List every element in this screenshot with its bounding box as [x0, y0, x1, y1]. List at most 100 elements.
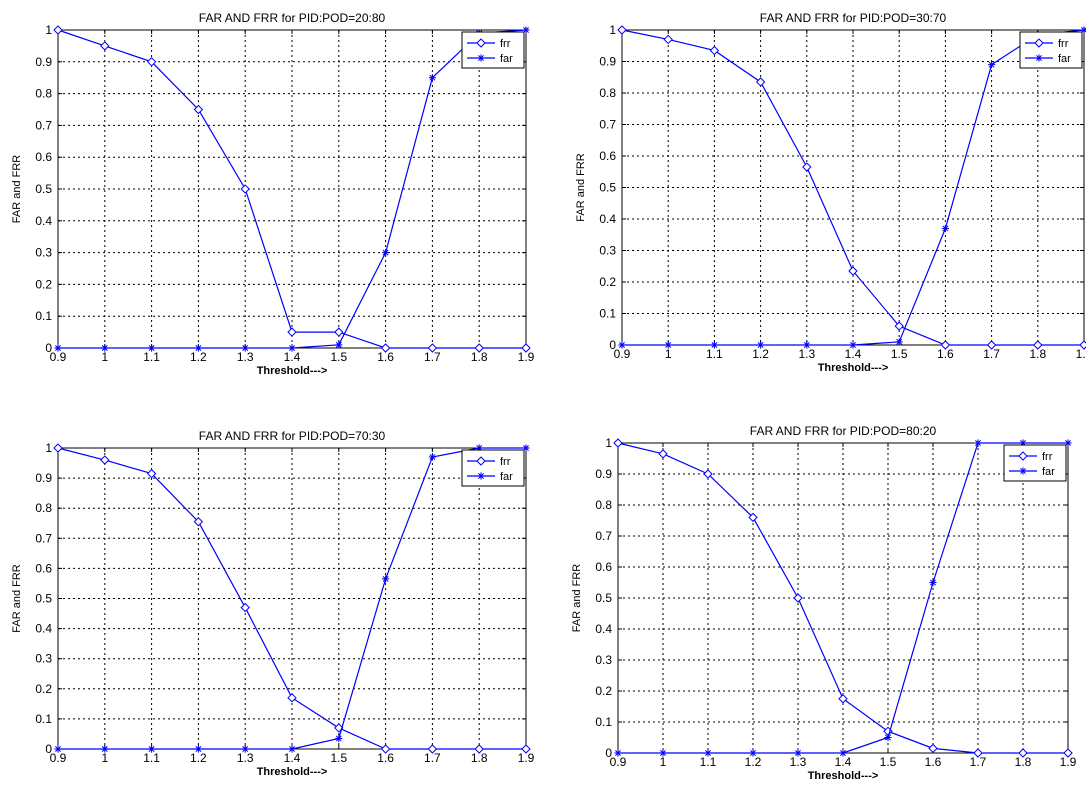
legend-marker-far: [1035, 54, 1043, 62]
grid: [58, 30, 526, 348]
legend-box: [461, 31, 525, 69]
y-tick-label: 0.7: [599, 118, 616, 132]
y-tick-label: 0.3: [595, 653, 612, 667]
y-tick-label: 1: [45, 23, 52, 37]
x-tick-labels: 0.9 1 1.1 1.2 1.3 1.4 1.5 1.6 1.7 1.8 1.9: [614, 30, 1086, 361]
y-tick-label: 0: [605, 746, 612, 760]
x-tick-label: 1.3: [790, 755, 807, 769]
series-frr: [53, 443, 531, 754]
y-tick-labels: 0 0.1 0.2 0.3 0.4 0.5 0.6 0.7 0.8 0.9 1: [595, 436, 1068, 760]
data-point-far: [749, 749, 757, 757]
data-point-frr: [521, 744, 531, 754]
x-tick-label: 1.2: [745, 755, 762, 769]
legend-marker-frr: [1034, 38, 1044, 48]
data-point-far: [288, 344, 296, 352]
data-point-frr: [100, 41, 110, 51]
data-point-frr: [287, 327, 297, 337]
y-tick-label: 0.9: [599, 55, 616, 69]
x-tick-label: 1.7: [424, 751, 441, 765]
data-point-frr: [793, 593, 803, 603]
x-tick-label: 0.9: [610, 755, 627, 769]
chart-grid: 0.9 1 1.1 1.2 1.3 1.4 1.5 1.6 1.7 1.8 1.900.10.20.…: [11, 11, 1086, 782]
grid: [622, 30, 1084, 345]
data-point-frr: [703, 469, 713, 479]
legend-label-far: far: [1058, 53, 1071, 65]
y-tick-label: 0.1: [35, 712, 52, 726]
data-point-far: [803, 341, 811, 349]
data-point-frr: [100, 455, 110, 465]
data-point-frr: [380, 744, 391, 754]
data-point-frr: [53, 443, 63, 453]
legend-label-frr: frr: [1042, 451, 1053, 463]
x-tick-label: 1.1: [706, 347, 723, 361]
x-tick-label: 1: [665, 347, 672, 361]
x-tick-label: 1.7: [970, 755, 987, 769]
data-point-far: [710, 341, 718, 349]
data-point-frr: [748, 512, 758, 523]
x-tick-label: 1.4: [845, 347, 862, 361]
y-tick-label: 0.1: [599, 307, 616, 321]
y-tick-label: 0.3: [599, 244, 616, 258]
x-axis-label: Threshold--->: [257, 766, 328, 778]
data-point-frr: [240, 184, 250, 194]
x-tick-label: 1.4: [835, 755, 852, 769]
data-point-frr: [1033, 340, 1043, 350]
legend-label-frr: frr: [500, 456, 511, 468]
data-point-frr: [617, 25, 627, 35]
x-tick-label: 1.3: [237, 751, 254, 765]
x-tick-label: 1: [101, 751, 108, 765]
x-tick-label: 1: [660, 755, 667, 769]
y-axis-label: FAR and FRR: [575, 153, 587, 222]
y-tick-label: 0.8: [35, 501, 52, 515]
data-point-far: [428, 74, 436, 82]
y-tick-label: 0.2: [35, 277, 52, 291]
data-point-frr: [474, 744, 484, 754]
x-tick-label: 1.8: [471, 751, 488, 765]
series-frr: [617, 25, 1086, 350]
data-point-frr: [1063, 748, 1073, 758]
chart-panel-3: 0.9 1 1.1 1.2 1.3 1.4 1.5 1.6 1.7 1.8 1.900.10.20.…: [11, 429, 535, 778]
data-point-far: [335, 341, 343, 349]
x-tick-label: 1.6: [377, 350, 394, 364]
x-tick-label: 1.5: [330, 350, 347, 364]
x-tick-label: 1.4: [284, 350, 301, 364]
y-tick-label: 0.2: [35, 682, 52, 696]
data-point-far: [101, 745, 109, 753]
y-tick-labels: 0 0.1 0.2 0.3 0.4 0.5 0.6 0.7 0.8 0.9 1: [35, 23, 526, 355]
data-point-frr: [928, 743, 938, 754]
legend-label-far: far: [1042, 466, 1055, 478]
x-tick-label: 1.1: [143, 350, 160, 364]
x-tick-label: 1.6: [937, 347, 954, 361]
data-point-far: [148, 344, 156, 352]
data-point-frr: [1018, 748, 1028, 758]
data-point-frr: [193, 517, 204, 527]
y-tick-label: 0.8: [599, 86, 616, 100]
y-tick-label: 0.2: [599, 275, 616, 289]
y-tick-label: 0.5: [35, 182, 52, 196]
data-point-far: [884, 733, 892, 742]
data-point-frr: [240, 602, 250, 613]
legend-label-frr: frr: [1058, 38, 1069, 50]
x-tick-label: 1.8: [471, 350, 488, 364]
y-tick-label: 0.4: [599, 212, 616, 226]
x-tick-label: 1.1: [700, 755, 717, 769]
series-far: [614, 439, 1072, 757]
x-tick-label: 1.7: [424, 350, 441, 364]
series-frr: [53, 25, 531, 353]
y-axis-label: FAR and FRR: [11, 155, 23, 224]
data-point-far: [618, 341, 626, 349]
x-tick-label: 0.9: [614, 347, 631, 361]
y-axis-label: FAR and FRR: [571, 564, 583, 633]
x-tick-label: 1.3: [237, 350, 254, 364]
legend-box: [1003, 444, 1067, 482]
chart-title: FAR AND FRR for PID:POD=30:70: [760, 11, 947, 25]
data-point-frr: [838, 694, 848, 704]
data-point-frr: [427, 744, 438, 754]
y-tick-label: 0.3: [35, 652, 52, 666]
chart-title: FAR AND FRR for PID:POD=80:20: [750, 424, 937, 438]
y-tick-label: 0.9: [595, 467, 612, 481]
y-tick-label: 0.6: [595, 560, 612, 574]
data-point-far: [335, 734, 343, 743]
legend-marker-frr: [476, 456, 486, 466]
y-tick-label: 0.9: [35, 55, 52, 69]
